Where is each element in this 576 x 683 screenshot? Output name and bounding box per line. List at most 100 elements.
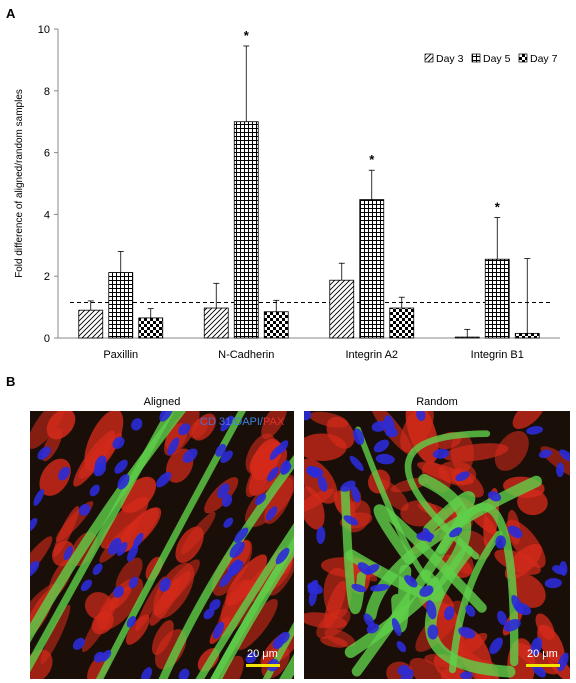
dapi-nucleus <box>280 463 292 475</box>
dapi-nucleus <box>245 652 257 664</box>
dapi-nucleus <box>349 455 364 472</box>
pax-stain <box>323 567 352 619</box>
dapi-nucleus <box>396 641 407 653</box>
dapi-nucleus <box>317 475 328 492</box>
dapi-nucleus <box>532 664 546 678</box>
dapi-nucleus <box>63 545 73 561</box>
pax-stain <box>494 430 529 471</box>
pax-stain <box>100 496 149 549</box>
dapi-nucleus <box>178 423 191 436</box>
dapi-nucleus <box>404 575 418 588</box>
bar <box>389 307 415 339</box>
legend-label: Day 5 <box>483 53 511 65</box>
pax-stain <box>304 488 335 514</box>
pax-stain <box>537 624 565 663</box>
dapi-nucleus <box>128 576 139 589</box>
aligned-micrograph-image <box>30 411 294 679</box>
dapi-nucleus <box>375 453 395 465</box>
pax-stain <box>409 657 450 679</box>
dapi-nucleus <box>455 471 470 482</box>
dapi-nucleus <box>113 585 125 598</box>
dapi-nucleus <box>167 437 180 456</box>
dapi-nucleus <box>255 493 267 506</box>
dapi-nucleus <box>385 427 398 438</box>
legend-swatch <box>471 53 481 63</box>
dapi-nucleus <box>544 578 562 589</box>
x-tick-label: Integrin B1 <box>471 349 524 361</box>
dapi-nucleus <box>340 480 356 492</box>
dapi-nucleus <box>132 532 144 548</box>
dapi-nucleus <box>307 465 319 479</box>
random-micrograph-image <box>304 411 570 679</box>
dapi-nucleus <box>458 626 476 639</box>
random-micrograph: 20 μm <box>304 411 570 679</box>
x-tick-label: Integrin A2 <box>345 349 398 361</box>
dapi-nucleus <box>92 563 103 575</box>
dapi-nucleus <box>357 562 372 575</box>
dapi-nucleus <box>530 637 543 656</box>
dapi-nucleus <box>391 617 402 637</box>
dapi-nucleus <box>363 613 375 628</box>
pax-stain <box>97 577 144 631</box>
bar <box>359 199 385 339</box>
dapi-nucleus <box>37 446 51 460</box>
dapi-nucleus <box>93 462 107 477</box>
dapi-nucleus <box>126 616 137 628</box>
dapi-nucleus <box>443 606 455 621</box>
dapi-nucleus <box>112 436 125 449</box>
bar <box>263 311 289 339</box>
pax-stain <box>245 433 276 475</box>
bar <box>454 336 480 339</box>
y-axis-label: Fold difference of aligned/random sample… <box>14 89 25 278</box>
dapi-nucleus <box>497 610 507 626</box>
pax-stain <box>30 536 53 583</box>
scale-label-random: 20 μm <box>527 648 558 660</box>
dapi-nucleus <box>80 579 93 592</box>
pax-stain <box>220 579 253 626</box>
dapi-nucleus <box>30 517 38 532</box>
dapi-nucleus <box>514 602 532 616</box>
dapi-nucleus <box>371 420 388 432</box>
dapi-nucleus <box>559 449 570 462</box>
dapi-nucleus <box>316 526 326 544</box>
dapi-nucleus <box>203 608 215 620</box>
cd31-stain <box>210 537 294 679</box>
dapi-nucleus <box>228 560 244 577</box>
pax-stain <box>153 562 195 619</box>
dapi-nucleus <box>351 583 367 593</box>
x-tick-label: Paxillin <box>103 349 138 361</box>
bar <box>203 307 229 339</box>
dapi-nucleus <box>419 585 434 597</box>
dapi-nucleus <box>266 466 279 482</box>
dapi-nucleus <box>33 488 45 506</box>
aligned-title: Aligned <box>143 396 181 408</box>
scale-label-aligned: 20 μm <box>247 648 278 660</box>
bar <box>484 258 510 339</box>
pax-stain <box>219 655 244 679</box>
bar <box>78 309 104 339</box>
dapi-nucleus <box>552 565 566 575</box>
y-tick-label: 6 <box>44 148 50 160</box>
bar-chart: 0 2 4 6 8 10 Fold difference of aligned/random… <box>14 24 560 361</box>
dapi-nucleus <box>223 517 234 528</box>
cd31-stain <box>351 491 476 677</box>
pax-stain <box>261 411 287 439</box>
pax-stain <box>30 411 67 449</box>
dapi-nucleus <box>220 450 233 463</box>
dapi-nucleus <box>370 583 390 592</box>
pax-stain <box>117 507 162 553</box>
dapi-nucleus <box>557 652 569 672</box>
dapi-nucleus <box>178 668 190 679</box>
bar <box>233 121 259 339</box>
cd31-stain <box>340 486 366 615</box>
dapi-nucleus <box>114 459 128 474</box>
dapi-nucleus <box>58 466 71 481</box>
dapi-nucleus <box>159 577 171 592</box>
dapi-nucleus <box>141 667 153 679</box>
dapi-nucleus <box>556 462 565 478</box>
dapi-nucleus <box>272 637 284 650</box>
dapi-nucleus <box>93 651 106 663</box>
dapi-nucleus <box>487 491 502 502</box>
dapi-nucleus <box>416 411 426 422</box>
pax-stain <box>84 411 124 472</box>
